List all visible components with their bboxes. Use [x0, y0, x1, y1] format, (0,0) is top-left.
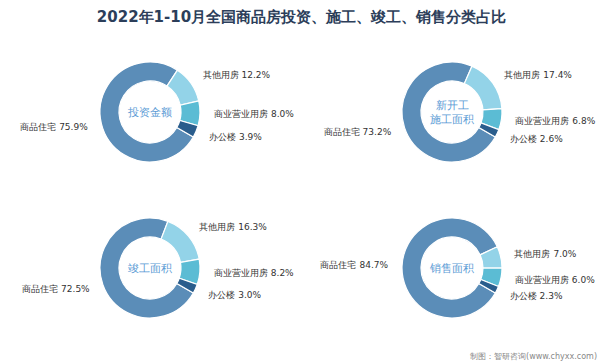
slice-value: 2.3%: [540, 291, 563, 301]
slice-category: 其他用房: [199, 222, 235, 232]
donut-slice: [479, 123, 499, 137]
slice-value: 16.3%: [238, 222, 267, 232]
slice-label: 商品住宅72.5%: [22, 284, 90, 294]
slice-value: 75.9%: [59, 122, 88, 132]
slice-category: 商业营业用房: [515, 275, 569, 285]
slice-category: 商品住宅: [324, 127, 360, 137]
slice-value: 6.0%: [572, 275, 595, 285]
slice-category: 办公楼: [209, 132, 236, 142]
center-label: 新开工施工面积: [430, 99, 474, 126]
donut-chart: [402, 218, 502, 318]
slice-label: 商业营业用房8.0%: [214, 109, 294, 119]
slice-category: 其他用房: [514, 249, 550, 259]
center-label-line: 竣工面积: [128, 262, 172, 275]
slice-label: 商业营业用房6.0%: [515, 275, 595, 285]
slice-category: 其他用房: [203, 70, 239, 80]
center-label-line: 新开工: [436, 99, 469, 112]
slice-value: 3.9%: [239, 132, 262, 142]
slice-value: 84.7%: [359, 260, 388, 270]
donut-slice: [479, 279, 499, 293]
title: 2022年1-10月全国商品房投资、施工、竣工、销售分类占比: [97, 8, 506, 26]
slice-label: 其他用房7.0%: [514, 249, 576, 259]
center-label-line: 施工面积: [430, 113, 474, 126]
donut-slice: [167, 70, 199, 105]
footer-note: 制图：智研咨询(www.chyxx.com): [470, 352, 597, 361]
slice-value: 8.2%: [271, 268, 294, 278]
slice-label: 商品住宅73.2%: [324, 127, 392, 137]
slice-value: 73.2%: [363, 127, 392, 137]
slice-category: 办公楼: [510, 134, 537, 144]
slice-label: 办公楼2.6%: [510, 134, 563, 144]
slice-label: 其他用房12.2%: [203, 70, 271, 80]
slice-label: 其他用房17.4%: [504, 70, 572, 80]
slice-label: 商品住宅84.7%: [320, 260, 388, 270]
slice-label: 办公楼2.3%: [510, 291, 563, 301]
donut-slice: [464, 66, 502, 110]
donut-chart: [100, 218, 200, 318]
slice-value: 3.0%: [238, 290, 261, 300]
donut-chart: [402, 62, 502, 162]
slice-value: 6.8%: [572, 116, 595, 126]
slice-category: 商业营业用房: [515, 116, 569, 126]
slice-value: 2.6%: [540, 134, 563, 144]
slice-category: 商业营业用房: [214, 268, 268, 278]
donut-slice: [177, 278, 197, 293]
slice-label: 商业营业用房8.2%: [214, 268, 294, 278]
center-label: 投资金额: [127, 106, 172, 119]
slice-label: 商品住宅75.9%: [20, 122, 88, 132]
slice-category: 商业营业用房: [214, 109, 268, 119]
chart-root: 2022年1-10月全国商品房投资、施工、竣工、销售分类占比制图：智研咨询(ww…: [0, 0, 603, 364]
slice-category: 商品住宅: [20, 122, 56, 132]
slice-category: 办公楼: [510, 291, 537, 301]
center-label: 竣工面积: [128, 262, 172, 275]
slice-category: 商品住宅: [320, 260, 356, 270]
slice-label: 商业营业用房6.8%: [515, 116, 595, 126]
slice-value: 7.0%: [553, 249, 576, 259]
background: [0, 0, 603, 364]
slice-label: 其他用房16.3%: [199, 222, 267, 232]
slice-category: 办公楼: [208, 290, 235, 300]
slice-value: 17.4%: [543, 70, 572, 80]
slice-category: 商品住宅: [22, 284, 58, 294]
slice-value: 8.0%: [271, 109, 294, 119]
donut-slice: [161, 221, 199, 262]
donut-slice: [177, 121, 198, 137]
center-label: 销售面积: [429, 262, 474, 275]
slice-category: 其他用房: [504, 70, 540, 80]
slice-value: 12.2%: [242, 70, 271, 80]
donut-chart: [100, 62, 200, 162]
center-label-line: 销售面积: [429, 262, 474, 275]
donut-slice: [480, 247, 502, 268]
slice-label: 办公楼3.9%: [209, 132, 262, 142]
slice-value: 72.5%: [61, 284, 90, 294]
center-label-line: 投资金额: [127, 106, 172, 119]
slice-label: 办公楼3.0%: [208, 290, 261, 300]
